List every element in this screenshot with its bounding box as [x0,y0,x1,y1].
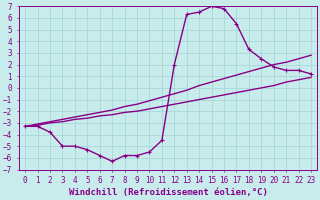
X-axis label: Windchill (Refroidissement éolien,°C): Windchill (Refroidissement éolien,°C) [69,188,268,197]
